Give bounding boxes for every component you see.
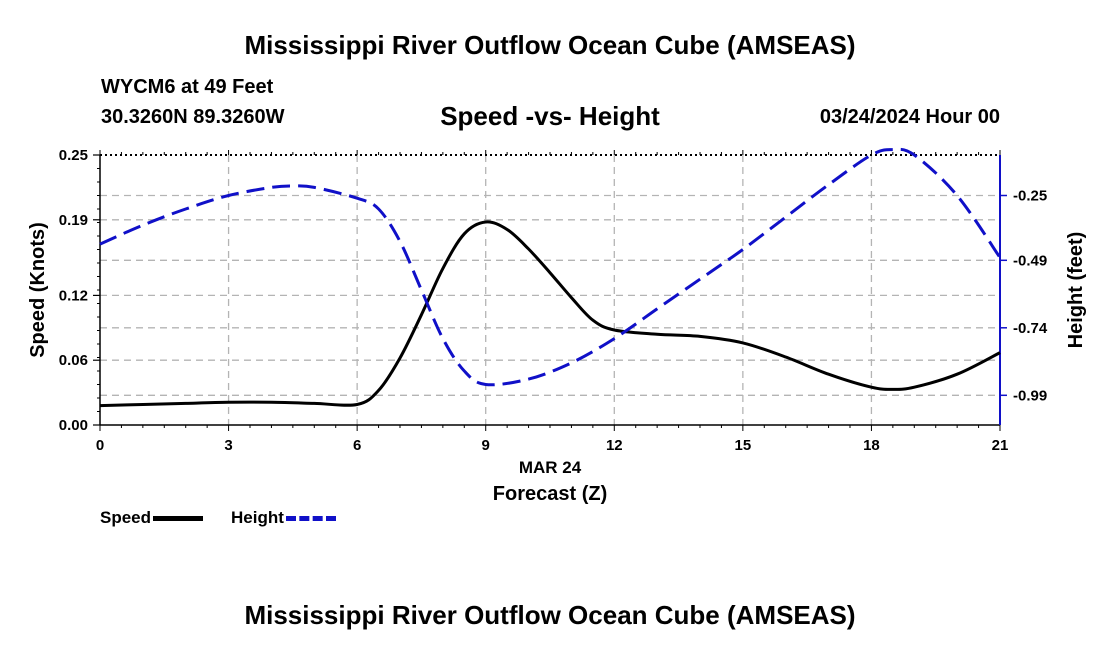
legend-height: Height xyxy=(231,508,336,528)
series-line-speed xyxy=(99,220,1001,408)
legend-speed-swatch xyxy=(153,515,204,521)
legend-height-label: Height xyxy=(231,508,284,527)
x-tick-label-0: 0 xyxy=(96,437,104,454)
x-tick-label-18: 18 xyxy=(863,437,880,454)
y-tick-label-0.19: 0.19 xyxy=(59,212,88,229)
legend-speed: Speed xyxy=(100,508,204,528)
chart-subtitle: Speed -vs- Height xyxy=(440,101,660,131)
y-tick-label-0.25: 0.25 xyxy=(59,147,88,164)
x-tick-label-6: 6 xyxy=(353,437,361,454)
y2-tick-label--0.49: -0.49 xyxy=(1013,252,1047,269)
y2-axis-title: Height (feet) xyxy=(1065,232,1087,349)
x-tick-label-15: 15 xyxy=(735,437,752,454)
x-axis-title: Forecast (Z) xyxy=(493,483,607,505)
x-tick-label-9: 9 xyxy=(482,437,490,454)
station-label: WYCM6 at 49 Feet xyxy=(101,76,274,98)
x-tick-label-12: 12 xyxy=(606,437,623,454)
y2-tick-label--0.99: -0.99 xyxy=(1013,387,1047,404)
forecast-datetime: 03/24/2024 Hour 00 xyxy=(819,106,1000,128)
y-tick-label-0.12: 0.12 xyxy=(59,287,88,304)
footer-title: Mississippi River Outflow Ocean Cube (AM… xyxy=(244,600,856,630)
y-axis-title: Speed (Knots) xyxy=(27,222,49,358)
y-tick-label-0.06: 0.06 xyxy=(59,352,88,369)
y-tick-label-0.00: 0.00 xyxy=(59,417,88,434)
y2-tick-label--0.74: -0.74 xyxy=(1013,320,1048,337)
x-tick-label-21: 21 xyxy=(992,437,1009,454)
x-tick-label-3: 3 xyxy=(224,437,232,454)
x-axis-date-label: MAR 24 xyxy=(519,458,582,477)
y2-tick-label--0.25: -0.25 xyxy=(1013,188,1047,205)
legend-speed-label: Speed xyxy=(100,508,152,527)
coordinates-label: 30.3260N 89.3260W xyxy=(101,106,285,128)
legend-height-swatch xyxy=(285,515,336,521)
page-title: Mississippi River Outflow Ocean Cube (AM… xyxy=(244,30,856,60)
series-line-height xyxy=(99,147,1002,387)
